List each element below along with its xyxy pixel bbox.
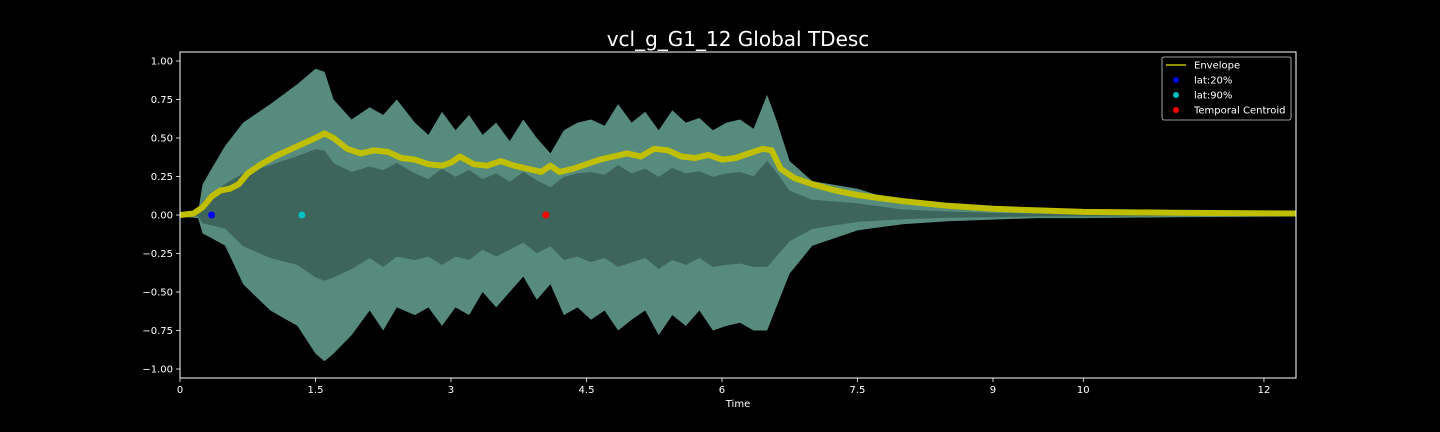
plot-area xyxy=(180,68,1296,362)
legend-marker-swatch xyxy=(1173,92,1179,98)
y-tick-label: 0.75 xyxy=(151,95,173,106)
legend: Envelope lat:20% lat:90% Temporal Centroid xyxy=(1161,56,1292,121)
x-tick-label: 12 xyxy=(1258,385,1271,396)
legend-label: Envelope xyxy=(1194,61,1240,72)
x-axis-label: Time xyxy=(725,399,750,410)
envelope-line xyxy=(180,130,1296,218)
x-tick-label: 1.5 xyxy=(308,385,324,396)
chart-title: vcl_g_G1_12 Global TDesc xyxy=(607,27,870,51)
y-tick-label: 0.50 xyxy=(151,134,173,145)
axis-ticks: 0 1.5 3 4.5 6 7.5 9 10 12 1.00 0.75 0.50 0.25 0.00 −0.… xyxy=(142,57,1270,397)
y-tick-label: −0.50 xyxy=(142,288,173,299)
legend-marker-swatch xyxy=(1173,107,1179,113)
marker-0 xyxy=(208,211,216,219)
legend-box xyxy=(1161,56,1292,121)
x-tick-label: 0 xyxy=(177,385,183,396)
y-tick-label: −1.00 xyxy=(142,365,173,376)
x-tick-label: 4.5 xyxy=(579,385,595,396)
legend-label: lat:20% xyxy=(1194,76,1232,87)
x-tick-label: 10 xyxy=(1077,385,1090,396)
x-tick-label: 3 xyxy=(448,385,454,396)
y-tick-label: −0.25 xyxy=(142,249,173,260)
y-tick-label: 0.25 xyxy=(151,172,173,183)
legend-label: lat:90% xyxy=(1194,91,1232,102)
marker-1 xyxy=(298,211,306,219)
x-tick-label: 7.5 xyxy=(850,385,866,396)
legend-label: Temporal Centroid xyxy=(1193,106,1286,117)
x-tick-label: 6 xyxy=(719,385,725,396)
y-tick-label: 1.00 xyxy=(151,57,173,68)
plot-clip-group xyxy=(180,68,1296,362)
x-tick-label: 9 xyxy=(990,385,996,396)
y-tick-label: 0.00 xyxy=(151,211,173,222)
marker-2 xyxy=(542,211,550,219)
waveform-core xyxy=(180,149,1296,281)
y-tick-label: −0.75 xyxy=(142,326,173,337)
legend-marker-swatch xyxy=(1173,77,1179,83)
